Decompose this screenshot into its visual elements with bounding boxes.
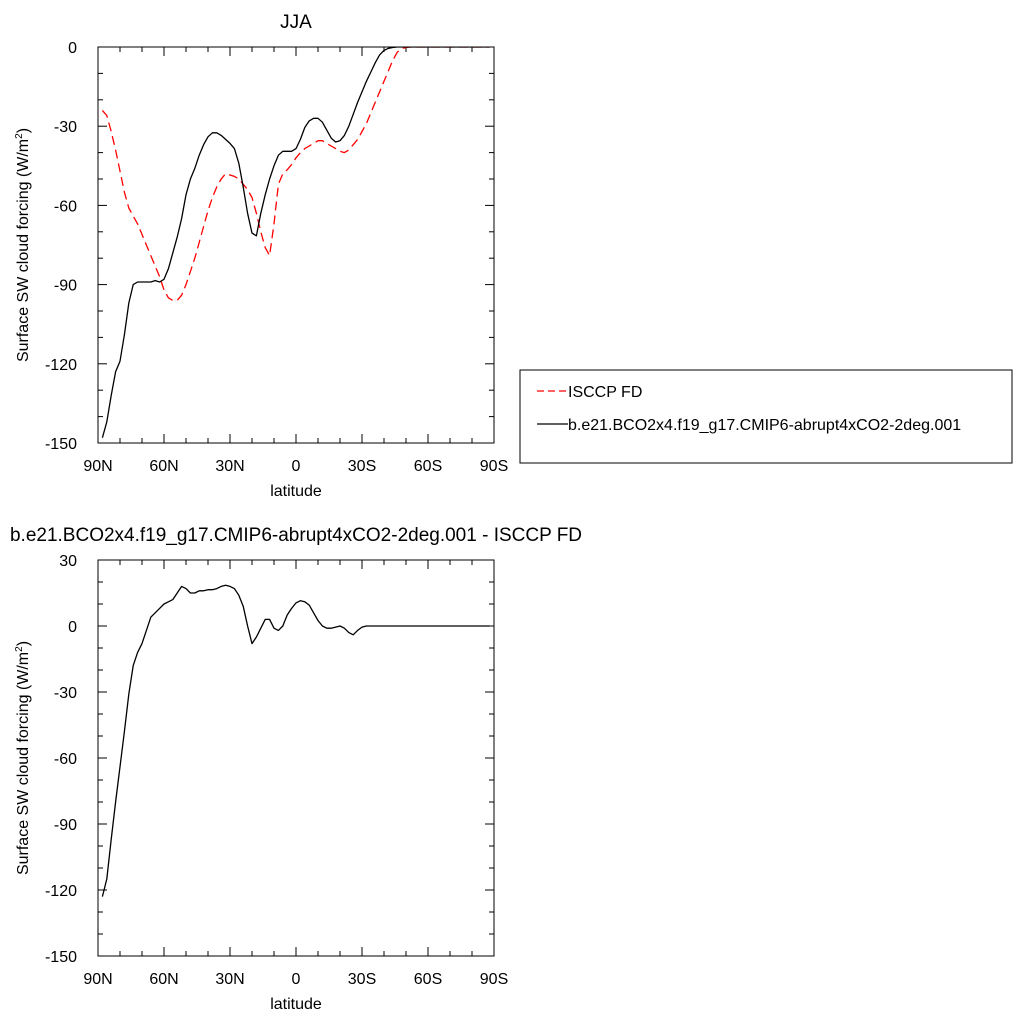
series-line-1 [101, 584, 490, 897]
x-axis-label: latitude [270, 483, 322, 500]
x-tick-label: 30N [215, 971, 244, 988]
y-axis-label: Surface SW cloud forcing (W/m2) [14, 128, 32, 362]
y-tick-label: -90 [54, 817, 77, 834]
x-tick-label: 90S [480, 458, 508, 475]
x-tick-label: 90S [480, 971, 508, 988]
plot-frame [97, 559, 495, 957]
y-tick-label: -90 [54, 278, 77, 295]
chart-panel-2: b.e21.BCO2x4.f19_g17.CMIP6-abrupt4xCO2-2… [10, 525, 582, 1013]
x-axis-label: latitude [270, 996, 322, 1013]
y-tick-label: -30 [54, 685, 77, 702]
x-tick-label: 30S [348, 971, 376, 988]
chart-title: JJA [280, 12, 312, 33]
y-tick-label: -120 [45, 883, 77, 900]
y-axis-label: Surface SW cloud forcing (W/m2) [14, 641, 32, 875]
plot-frame [97, 46, 495, 444]
chart-panel-1: JJA 90N 60N 30N 0 30S 60S 90S latitude 0 -30 -60 -90… [14, 12, 1013, 500]
legend-box [519, 369, 1013, 464]
x-tick-label: 60N [149, 971, 178, 988]
x-tick-label: 90N [83, 971, 112, 988]
x-tick-label: 60S [414, 971, 442, 988]
x-tick-label: 0 [292, 458, 301, 475]
x-tick-label: 30S [348, 458, 376, 475]
y-tick-label: -30 [54, 119, 77, 136]
x-tick-label: 90N [83, 458, 112, 475]
y-tick-label: -150 [45, 949, 77, 966]
y-tick-label: 30 [59, 553, 77, 570]
chart-title: b.e21.BCO2x4.f19_g17.CMIP6-abrupt4xCO2-2… [10, 525, 582, 546]
y-tick-label: 0 [68, 619, 77, 636]
x-tick-label: 0 [292, 971, 301, 988]
x-tick-label: 60S [414, 458, 442, 475]
legend-label-2: b.e21.BCO2x4.f19_g17.CMIP6-abrupt4xCO2-2… [568, 417, 961, 434]
y-tick-label: -150 [45, 436, 77, 453]
legend: ISCCP FD b.e21.BCO2x4.f19_g17.CMIP6-abrup… [519, 369, 1013, 464]
y-tick-label: -60 [54, 751, 77, 768]
y-tick-label: -60 [54, 198, 77, 215]
x-tick-label: 30N [215, 458, 244, 475]
y-tick-label: 0 [68, 40, 77, 57]
y-tick-label: -120 [45, 357, 77, 374]
series-line-2 [101, 47, 490, 438]
x-tick-label: 60N [149, 458, 178, 475]
legend-label-1: ISCCP FD [568, 384, 642, 401]
series-line-1 [101, 47, 490, 302]
